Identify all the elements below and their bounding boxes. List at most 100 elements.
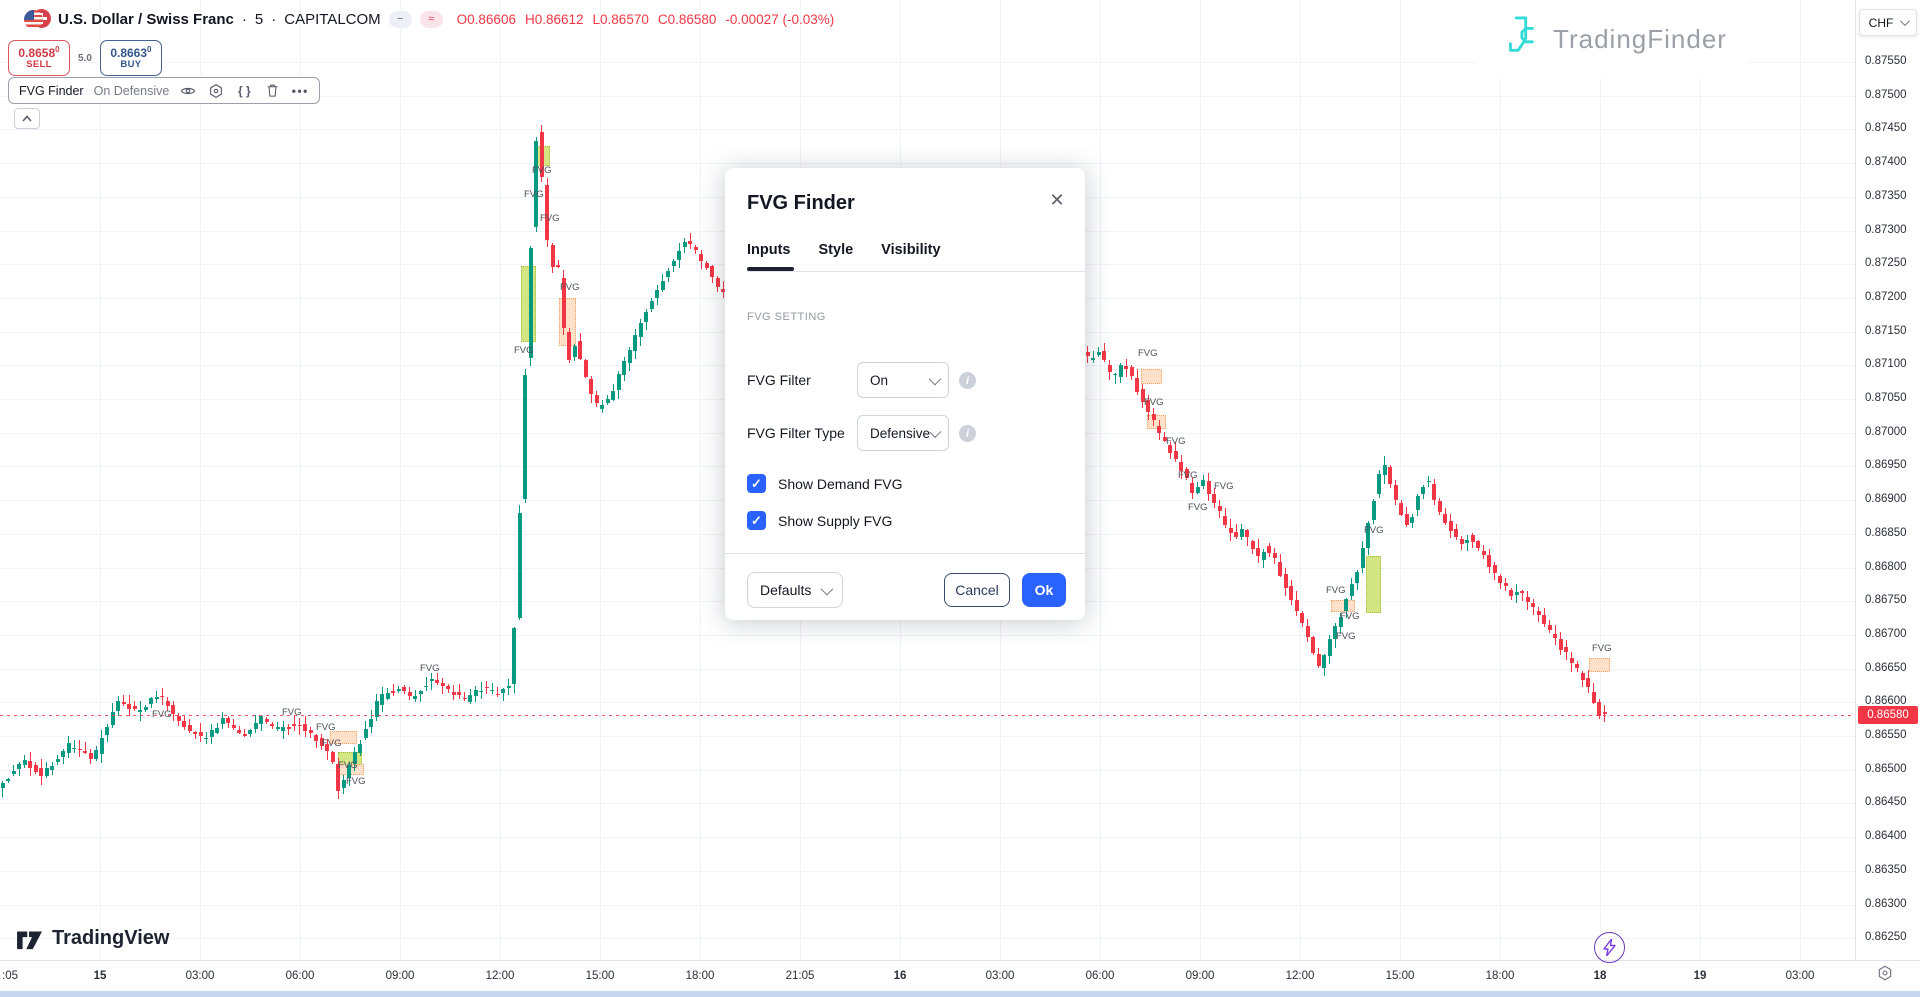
candle <box>1085 352 1090 357</box>
candle-wick <box>491 683 493 694</box>
tradingview-logo[interactable]: TradingView <box>16 926 169 950</box>
symbol-flag-icon[interactable] <box>24 8 51 30</box>
candle <box>171 705 175 714</box>
candle <box>1569 657 1574 664</box>
candle <box>77 748 82 751</box>
price-label: 0.87500 <box>1865 88 1907 101</box>
grid-line-vertical <box>100 0 101 960</box>
source-code-icon[interactable]: { } <box>238 83 251 98</box>
time-label: 15:00 <box>585 970 615 982</box>
horizontal-scrollbar[interactable] <box>0 991 1920 997</box>
price-label: 0.86550 <box>1865 729 1907 741</box>
price-label: 0.86600 <box>1865 695 1907 708</box>
candle <box>154 697 159 700</box>
candle <box>1487 555 1491 567</box>
collapse-panel-button[interactable] <box>14 108 40 129</box>
show-demand-fvg-checkbox[interactable]: ✓ <box>747 474 766 493</box>
candle <box>1399 502 1403 516</box>
trash-icon[interactable] <box>263 82 281 100</box>
show-supply-fvg-checkbox[interactable]: ✓ <box>747 511 766 530</box>
lightning-boost-icon[interactable] <box>1594 932 1625 963</box>
candle <box>583 360 588 378</box>
cancel-button[interactable]: Cancel <box>944 573 1010 607</box>
symbol-interval[interactable]: 5 <box>254 10 264 28</box>
ok-button[interactable]: Ok <box>1022 573 1066 607</box>
price-label: 0.87450 <box>1865 122 1907 135</box>
time-scale[interactable]: :05 15 03:00 06:00 09:00 12:00 15:00 18:00 21:05… <box>0 960 1920 997</box>
candle <box>110 712 115 725</box>
fvg-filter-select[interactable]: On <box>857 362 949 398</box>
show-demand-fvg-row[interactable]: ✓ Show Demand FVG <box>747 474 903 493</box>
candle <box>61 750 65 757</box>
candle <box>693 246 698 250</box>
tab-inputs[interactable]: Inputs <box>747 242 791 258</box>
info-icon[interactable]: i <box>959 372 976 389</box>
price-label: 0.86250 <box>1865 931 1907 944</box>
candle <box>1179 462 1183 471</box>
candle <box>468 694 472 703</box>
show-supply-fvg-row[interactable]: ✓ Show Supply FVG <box>747 511 892 530</box>
candle <box>523 375 527 499</box>
chevron-down-icon <box>820 582 834 595</box>
candle <box>176 716 181 721</box>
candle <box>1349 583 1354 597</box>
more-options-icon[interactable]: ••• <box>291 83 309 98</box>
indicator-legend[interactable]: FVG Finder On Defensive { } ••• <box>8 77 321 104</box>
chevron-down-icon <box>1900 16 1911 27</box>
fvg-label: FVG <box>1592 643 1612 654</box>
candle <box>33 765 38 772</box>
sell-button[interactable]: 0.86580 SELL <box>8 40 70 76</box>
symbol-title[interactable]: U.S. Dollar / Swiss Franc <box>58 10 234 28</box>
time-label: 06:00 <box>1085 970 1115 982</box>
candle-wick <box>79 739 80 758</box>
price-scale[interactable]: 0.87550 0.87500 0.87450 0.87400 0.87350 0.873… <box>1855 0 1920 960</box>
eye-icon[interactable] <box>179 82 197 100</box>
candle <box>407 691 412 696</box>
show-supply-fvg-label: Show Supply FVG <box>778 512 893 529</box>
candle-wick <box>1098 347 1099 357</box>
candle <box>1278 561 1282 576</box>
grid-line-horizontal <box>0 837 1855 839</box>
candle <box>1476 541 1480 549</box>
candle <box>479 690 483 693</box>
time-label: 12:00 <box>1285 970 1315 982</box>
chevron-down-icon <box>928 372 942 385</box>
candle-wick <box>134 700 135 712</box>
info-icon[interactable]: i <box>959 425 976 442</box>
price-label: 0.87350 <box>1865 189 1907 202</box>
grid-line-horizontal <box>0 870 1855 872</box>
candle <box>578 341 582 359</box>
grid-line-horizontal <box>0 129 1855 131</box>
candle <box>187 724 192 732</box>
candle <box>440 682 445 686</box>
candle <box>556 265 560 267</box>
close-icon[interactable]: ✕ <box>1049 189 1065 210</box>
market-status-approx-icon[interactable]: ≈ <box>419 10 443 28</box>
fvg-label: FVG <box>338 760 358 771</box>
timescale-settings-gear-icon[interactable] <box>1876 964 1894 982</box>
defaults-dropdown[interactable]: Defaults <box>747 572 843 608</box>
tab-visibility[interactable]: Visibility <box>881 242 941 258</box>
candle <box>1091 358 1095 360</box>
fvg-filter-type-select[interactable]: Defensive <box>857 415 949 451</box>
fvg-label: FVG <box>1144 397 1164 408</box>
time-label: 03:00 <box>1785 970 1815 982</box>
candle <box>1514 591 1519 595</box>
ohlc-change: -0.00027 (-0.03%) <box>725 11 835 27</box>
settings-gear-icon[interactable] <box>207 82 225 100</box>
candle-wick <box>480 682 482 699</box>
candle <box>165 701 170 706</box>
candle <box>204 737 208 740</box>
candle-wick <box>497 686 498 697</box>
candle <box>22 759 27 765</box>
candle <box>528 248 533 358</box>
candle <box>1146 400 1150 412</box>
buy-button[interactable]: 0.86630 BUY <box>99 40 162 76</box>
candle <box>1536 611 1541 615</box>
currency-unit-button[interactable]: CHF <box>1859 9 1917 36</box>
candle <box>550 244 555 267</box>
tab-style[interactable]: Style <box>818 242 854 258</box>
candle <box>270 723 274 726</box>
candle <box>1547 624 1552 630</box>
market-status-minus-icon[interactable]: − <box>388 10 412 28</box>
